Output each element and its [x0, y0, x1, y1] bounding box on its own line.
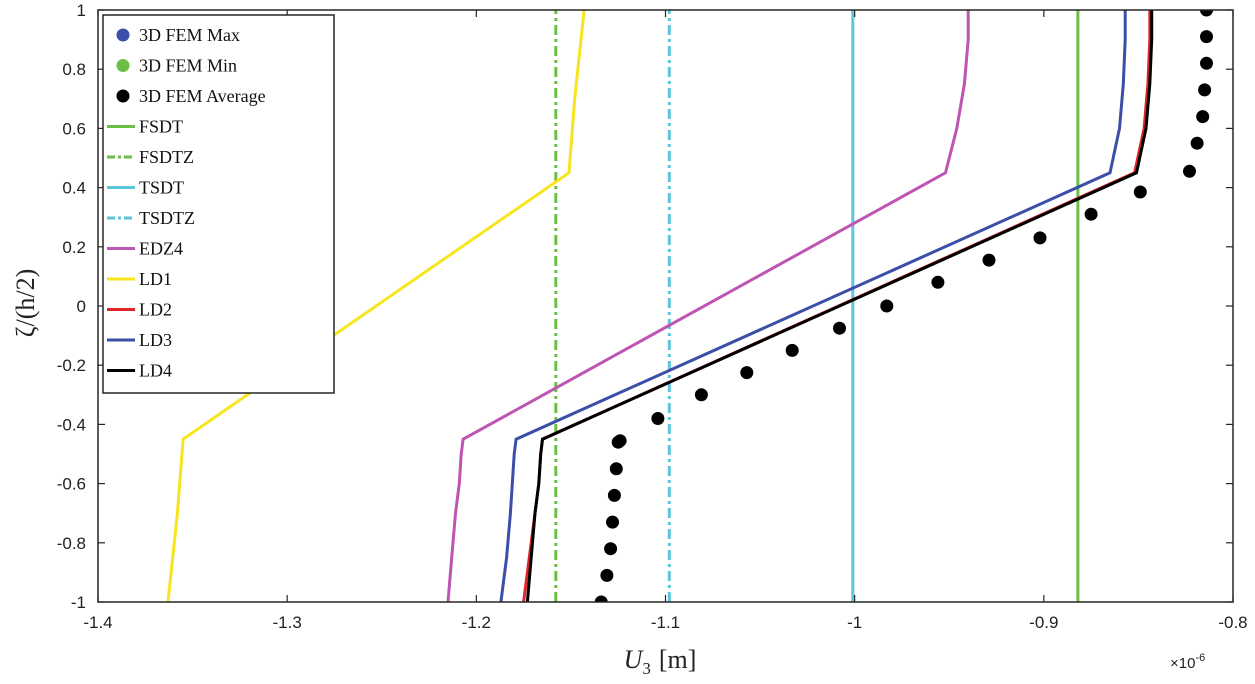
y-tick-label: 0.6: [62, 119, 86, 138]
legend-label-ld2: LD2: [139, 300, 172, 320]
x-exponent-power: -6: [1195, 652, 1205, 664]
legend-item-ld4: LD4: [107, 361, 172, 381]
legend-label-ld3: LD3: [139, 330, 172, 350]
x-tick-label: -0.9: [1029, 613, 1058, 632]
point-3d-fem-average: [1033, 231, 1047, 245]
y-axis-title: ζ/(h/2): [11, 269, 40, 338]
y-tick-label: -0.2: [57, 356, 86, 375]
y-tick-label: -1: [71, 593, 86, 612]
legend-label-fsdt: FSDT: [139, 117, 183, 137]
legend-item-tsdtz: TSDTZ: [107, 208, 195, 228]
axes-layer: -1.4 -1.3 -1.2 -1.1 -1 -0.9 -0.8 -1 -0.8 -0.6 -0.4…: [57, 1, 1248, 632]
series-line-ld3: [499, 10, 1127, 602]
point-3d-fem-average: [1200, 56, 1213, 70]
y-tick-label: 0: [77, 297, 86, 316]
series-line-ld4: [525, 10, 1154, 602]
legend-item-3d-fem-max: 3D FEM Max: [116, 25, 240, 45]
point-3d-fem-average: [1200, 30, 1213, 44]
y-tick-label: -0.6: [57, 475, 86, 494]
legend-label-fsdtz: FSDTZ: [139, 147, 194, 167]
x-tick-label: -1.3: [273, 613, 302, 632]
x-tick-label: -1: [847, 613, 862, 632]
point-3d-fem-average: [1084, 207, 1098, 221]
x-exponent: ×10-6: [1170, 652, 1205, 672]
y-tick-label: 1: [77, 1, 86, 20]
legend-label-tsdt: TSDT: [139, 178, 184, 198]
point-3d-fem-average: [1198, 83, 1212, 97]
point-3d-fem-average: [600, 568, 614, 582]
point-3d-fem-average: [594, 595, 608, 602]
series-line-ld1: [166, 10, 586, 602]
point-3d-fem-average: [1183, 164, 1196, 178]
x-tick-label: -1.4: [83, 613, 112, 632]
legend-label-ld1: LD1: [139, 269, 172, 289]
legend-item-fsdt: FSDT: [107, 117, 183, 137]
legend-item-fsdtz: FSDTZ: [107, 147, 194, 167]
legend-item-ld1: LD1: [107, 269, 172, 289]
point-3d-fem-average: [613, 434, 627, 448]
y-tick-label: 0.8: [62, 60, 86, 79]
y-tick-label: -0.4: [57, 415, 86, 434]
y-tick-label: -0.8: [57, 534, 86, 553]
x-axis-title-sub: 3: [642, 659, 651, 678]
legend-item-3d-fem-average: 3D FEM Average: [116, 86, 266, 106]
x-axis-title-main: U: [624, 645, 645, 674]
point-3d-fem-average: [785, 343, 799, 357]
legend-item-ld3: LD3: [107, 330, 172, 350]
legend-label-3d-fem-min: 3D FEM Min: [139, 56, 237, 76]
legend: 3D FEM Max 3D FEM Min 3D FEM Average FSDT FS…: [102, 14, 335, 394]
point-3d-fem-average: [1200, 10, 1213, 17]
x-tick-label: -1.2: [462, 613, 491, 632]
point-3d-fem-average: [880, 299, 894, 313]
svg-text:×10-6: ×10-6: [1170, 652, 1205, 672]
point-3d-fem-average: [1190, 136, 1204, 150]
legend-item-3d-fem-min: 3D FEM Min: [116, 56, 237, 76]
point-3d-fem-average: [740, 366, 754, 380]
legend-item-edz4: EDZ4: [107, 239, 183, 259]
x-exponent-base: ×10: [1170, 655, 1195, 672]
legend-marker-3d-fem-max: [116, 28, 130, 42]
point-3d-fem-average: [606, 515, 619, 529]
point-3d-fem-average: [607, 488, 621, 502]
legend-item-ld2: LD2: [107, 300, 172, 320]
legend-marker-3d-fem-average: [116, 89, 130, 103]
x-tick-label: -1.1: [651, 613, 680, 632]
point-3d-fem-average: [931, 275, 945, 289]
point-3d-fem-average: [833, 321, 846, 335]
point-3d-fem-average: [604, 542, 618, 556]
legend-label-tsdtz: TSDTZ: [139, 208, 195, 228]
series-line-edz4: [446, 10, 970, 602]
x-axis-title-unit: [m]: [659, 645, 697, 674]
point-3d-fem-average: [1196, 110, 1210, 124]
legend-label-ld4: LD4: [139, 361, 172, 381]
x-tick-label: -0.8: [1218, 613, 1247, 632]
legend-label-edz4: EDZ4: [139, 239, 183, 259]
legend-item-tsdt: TSDT: [107, 178, 184, 198]
point-3d-fem-average: [694, 388, 708, 402]
point-3d-fem-average: [982, 253, 996, 267]
legend-label-3d-fem-average: 3D FEM Average: [139, 86, 266, 106]
x-axis-title: U3 [m]: [624, 645, 697, 678]
point-3d-fem-average: [651, 412, 665, 425]
y-tick-label: 0.2: [62, 238, 86, 257]
point-3d-fem-average: [609, 462, 623, 476]
series-layer: [166, 10, 1213, 602]
y-tick-label: 0.4: [62, 179, 86, 198]
point-3d-fem-average: [1133, 185, 1147, 199]
legend-marker-3d-fem-min: [116, 59, 130, 72]
svg-text:U3[m]: U3 [m]: [624, 645, 697, 678]
legend-label-3d-fem-max: 3D FEM Max: [139, 25, 240, 45]
legend-box: [102, 14, 335, 394]
